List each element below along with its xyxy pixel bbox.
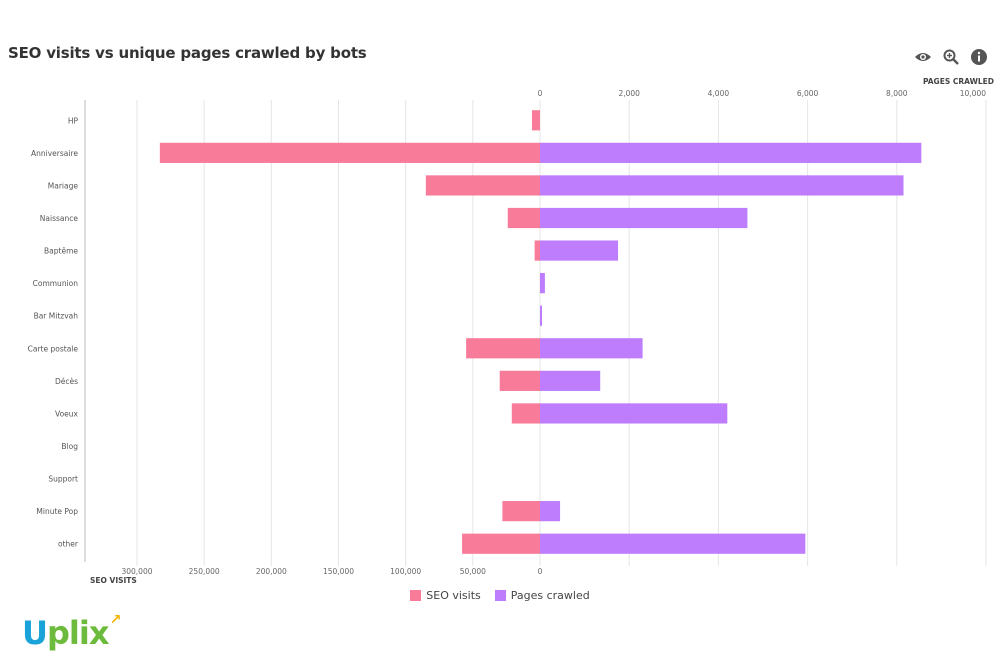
category-label: Voeux (55, 409, 79, 418)
category-label: Décès (55, 377, 78, 386)
left-tick-label: 50,000 (460, 567, 486, 576)
bar-pages-crawled (540, 370, 601, 391)
category-label: Support (48, 475, 78, 484)
legend-swatch-pages (494, 590, 506, 601)
bar-seo-visits (534, 240, 540, 261)
category-label: Blog (61, 442, 78, 451)
category-label: Anniversaire (31, 149, 78, 158)
bar-pages-crawled (540, 240, 619, 261)
right-tick-label: 0 (538, 89, 543, 98)
category-label: other (58, 540, 79, 549)
uplix-logo: Uplix ↗ (22, 612, 121, 652)
left-tick-label: 250,000 (189, 567, 220, 576)
left-tick-label: 100,000 (390, 567, 421, 576)
category-label: Carte postale (28, 344, 79, 353)
left-tick-label: 0 (538, 567, 543, 576)
category-label: Bar Mitzvah (34, 312, 79, 321)
bar-pages-crawled (540, 305, 542, 326)
category-label: Baptême (44, 247, 78, 256)
category-label: Communion (33, 279, 79, 288)
legend-swatch-seo (410, 590, 422, 601)
chart-legend: SEO visits Pages crawled (0, 589, 1000, 602)
bar-seo-visits (425, 175, 540, 196)
right-tick-label: 8,000 (886, 89, 908, 98)
left-tick-label: 300,000 (121, 567, 152, 576)
bar-seo-visits (499, 370, 540, 391)
category-label: Mariage (48, 181, 79, 190)
bar-seo-visits (507, 207, 540, 229)
chart-title: SEO visits vs unique pages crawled by bo… (8, 44, 367, 62)
bar-pages-crawled (540, 142, 922, 163)
axis-labels: 0 50,000 100,000 150,000 200,000 250,000 300,0… (28, 77, 994, 585)
bar-pages-crawled (540, 207, 748, 229)
category-label: Minute Pop (36, 507, 78, 516)
right-tick-label: 4,000 (708, 89, 730, 98)
bar-pages-crawled (540, 533, 806, 554)
bar-seo-visits (531, 110, 540, 131)
bar-seo-visits (466, 338, 540, 359)
left-tick-label: 200,000 (256, 567, 287, 576)
right-tick-label: 2,000 (618, 89, 640, 98)
category-label: HP (68, 116, 79, 125)
right-tick-label: 6,000 (797, 89, 819, 98)
eye-icon[interactable] (914, 48, 932, 66)
legend-label-seo: SEO visits (426, 589, 481, 602)
left-axis-title: SEO VISITS (90, 576, 137, 585)
bar-pages-crawled (540, 273, 545, 294)
right-axis-title: PAGES CRAWLED (923, 77, 994, 86)
bar-pages-crawled (540, 501, 561, 522)
bar-seo-visits (502, 501, 540, 522)
bars (159, 110, 922, 554)
right-tick-label: 10,000 (960, 89, 986, 98)
bar-pages-crawled (540, 403, 728, 424)
legend-item-pages-crawled[interactable]: Pages crawled (494, 589, 590, 602)
bar-seo-visits (462, 533, 540, 554)
grid-lines (84, 100, 987, 566)
bar-seo-visits (511, 403, 540, 424)
zoom-icon[interactable] (942, 48, 960, 66)
category-label: Naissance (40, 214, 79, 223)
left-tick-label: 150,000 (323, 567, 354, 576)
chart-toolbar (914, 48, 988, 66)
bar-pages-crawled (540, 338, 643, 359)
info-icon[interactable] (970, 48, 988, 66)
bar-pages-crawled (540, 175, 904, 196)
legend-label-pages: Pages crawled (510, 589, 590, 602)
diverging-bar-chart: 0 50,000 100,000 150,000 200,000 250,000 300,0… (28, 77, 994, 585)
bar-seo-visits (159, 142, 540, 163)
legend-item-seo-visits[interactable]: SEO visits (410, 589, 481, 602)
